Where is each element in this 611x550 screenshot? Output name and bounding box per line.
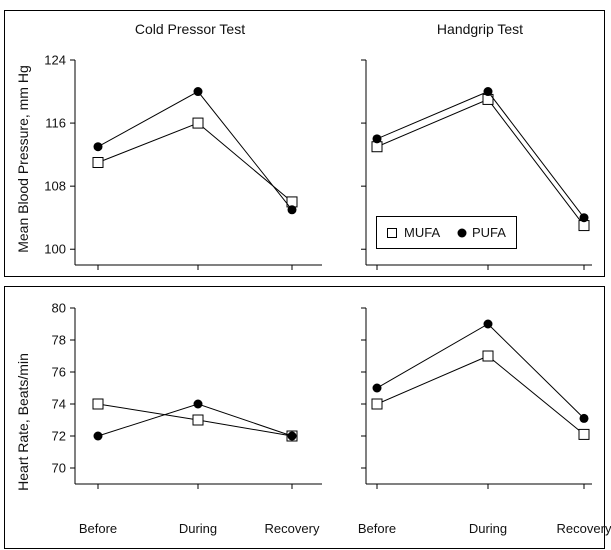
point-pufa — [93, 431, 103, 441]
panel-cold-pressor-hr: 70 72 74 76 78 80 Before During Recovery — [52, 301, 322, 536]
col-title-right: Handgrip Test — [437, 21, 523, 37]
point-pufa — [93, 142, 103, 152]
point-mufa — [482, 350, 494, 362]
legend: MUFA PUFA — [376, 216, 517, 249]
x-tick-label: During — [469, 521, 507, 536]
panel-handgrip-hr: Before During Recovery — [358, 307, 611, 536]
frame-bottom — [4, 286, 605, 549]
ylabel-top: Mean Blood Pressure, mm Hg — [15, 65, 31, 253]
point-pufa — [287, 431, 297, 441]
x-tick-label: Recovery — [265, 521, 320, 536]
point-pufa — [193, 399, 203, 409]
y-tick-label: 100 — [44, 242, 66, 257]
legend-box — [376, 216, 517, 249]
frame-top — [4, 10, 605, 277]
x-tick-label: Before — [79, 521, 117, 536]
panel-cold-pressor-bp: 100 108 116 124 — [44, 53, 322, 270]
y-tick-label: 108 — [44, 179, 66, 194]
point-pufa — [579, 413, 589, 423]
x-tick-label: During — [179, 521, 217, 536]
point-pufa — [287, 205, 297, 215]
point-pufa — [372, 383, 382, 393]
series-line-mufa — [376, 355, 585, 435]
y-tick-label: 76 — [52, 365, 66, 380]
point-mufa — [192, 414, 204, 426]
y-tick-label: 80 — [52, 301, 66, 316]
y-tick-label: 72 — [52, 429, 66, 444]
point-mufa — [578, 428, 590, 440]
panel-handgrip-bp — [361, 59, 592, 270]
point-pufa — [372, 134, 382, 144]
point-pufa — [483, 319, 493, 329]
series-line-pufa — [376, 90, 585, 218]
legend-mufa-label: MUFA — [404, 225, 440, 240]
point-mufa — [371, 398, 383, 410]
legend-mufa-marker — [387, 228, 397, 238]
col-title-left: Cold Pressor Test — [135, 21, 245, 37]
point-pufa — [483, 87, 493, 97]
legend-pufa-label: PUFA — [472, 225, 506, 240]
y-tick-label: 124 — [44, 53, 66, 68]
point-mufa — [92, 157, 104, 168]
y-tick-label: 74 — [52, 397, 66, 412]
series-line-pufa — [376, 323, 585, 419]
y-tick-label: 116 — [45, 116, 66, 131]
legend-pufa-marker — [457, 228, 467, 238]
series-line-mufa — [376, 98, 585, 226]
y-tick-label: 70 — [52, 461, 66, 476]
y-tick-label: 78 — [52, 333, 66, 348]
ylabel-bottom: Heart Rate, Beats/min — [15, 353, 31, 491]
x-tick-label: Recovery — [557, 521, 611, 536]
point-pufa — [193, 87, 203, 97]
x-tick-label: Before — [358, 521, 396, 536]
series-line-mufa — [97, 122, 293, 203]
point-mufa — [92, 398, 104, 410]
point-pufa — [579, 213, 589, 223]
point-mufa — [192, 117, 204, 129]
